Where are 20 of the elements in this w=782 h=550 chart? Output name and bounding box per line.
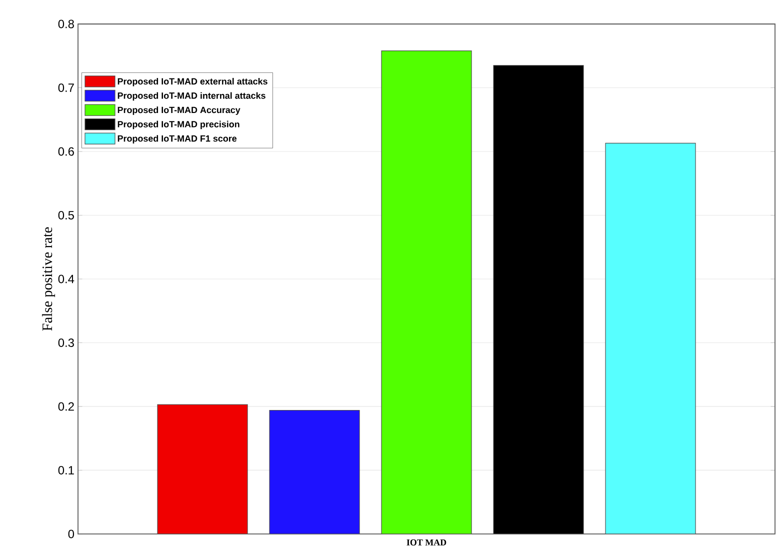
y-tick-label: 0.7	[58, 84, 74, 92]
y-tick-label: 0.4	[58, 274, 74, 284]
legend-label: Proposed IoT-MAD Accuracy	[118, 106, 240, 115]
y-tick-label: 0	[68, 530, 74, 538]
bar	[493, 65, 584, 534]
legend-label: Proposed IoT-MAD F1 score	[118, 135, 237, 144]
y-tick-label: 0.1	[58, 466, 74, 474]
bar	[269, 410, 360, 534]
y-tick-label: 0.2	[58, 402, 74, 411]
bar	[381, 50, 472, 534]
y-axis-title: False positive rate	[42, 227, 56, 331]
x-tick-label: IOT MAD	[406, 539, 446, 546]
y-tick-label: 0.5	[58, 211, 74, 220]
y-tick-label: 0.6	[58, 147, 74, 156]
legend-label: Proposed IoT-MAD internal attacks	[118, 92, 266, 101]
bar	[157, 404, 248, 534]
y-tick-label: 0.8	[58, 20, 74, 28]
legend-label: Proposed IoT-MAD external attacks	[118, 78, 268, 86]
legend-label: Proposed IoT-MAD precision	[118, 120, 240, 130]
y-tick-label: 0.3	[58, 338, 74, 347]
